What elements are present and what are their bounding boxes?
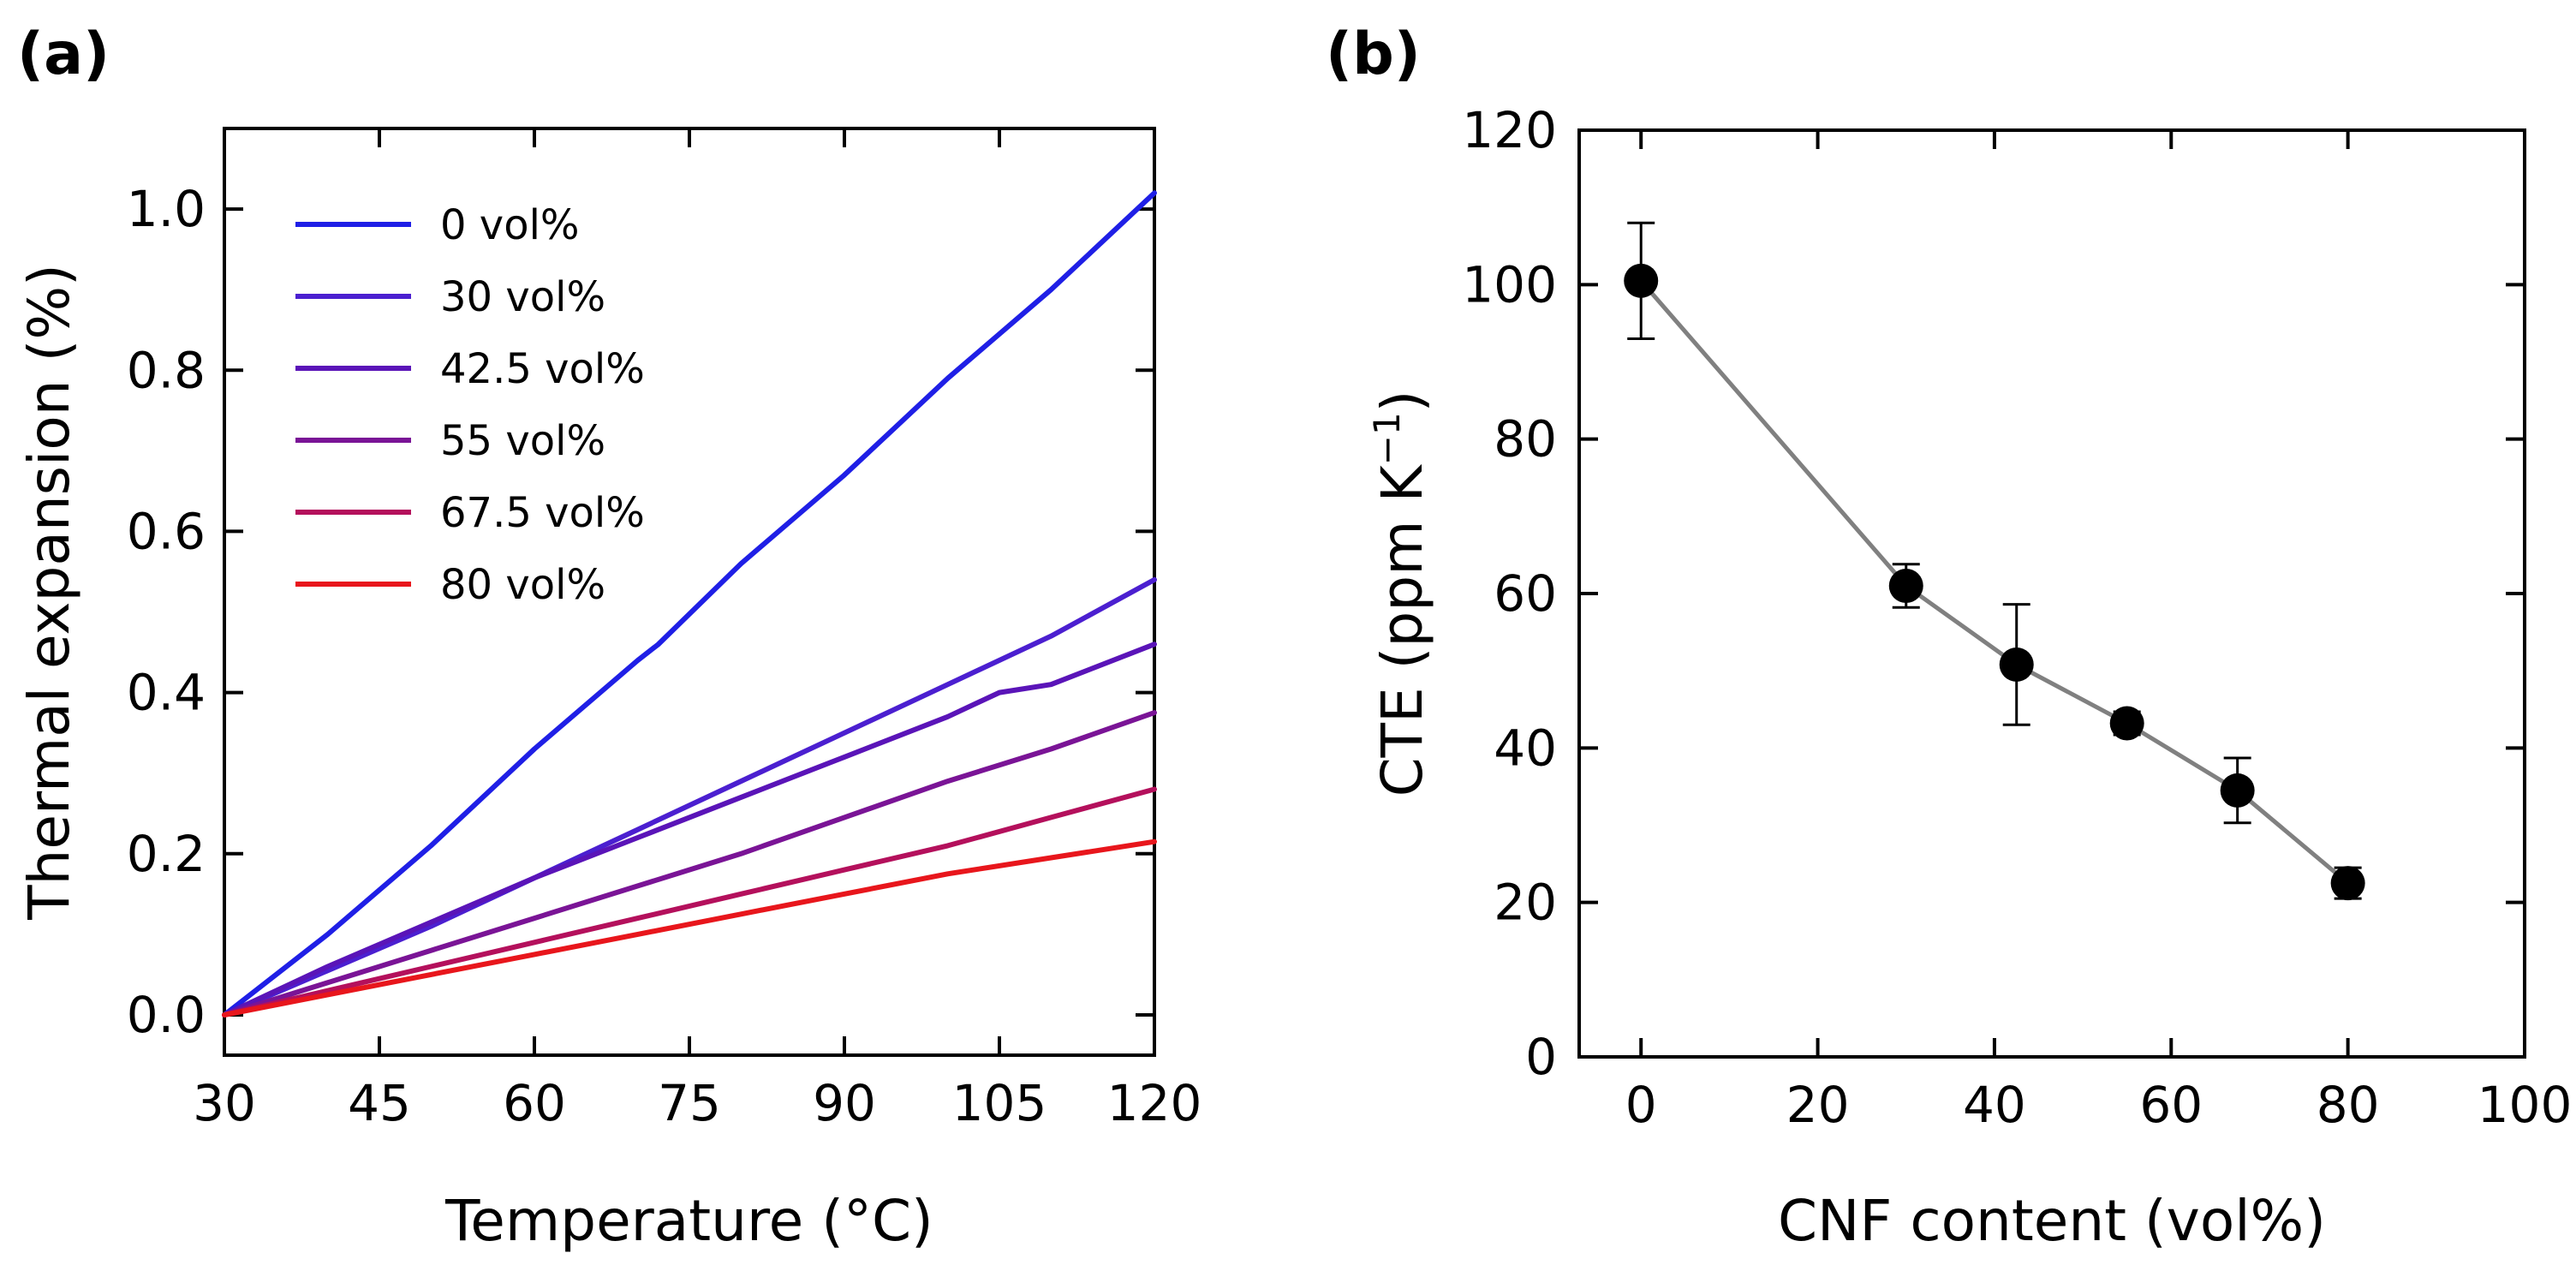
legend-label: 67.5 vol% (440, 489, 645, 537)
chart-a-xtick-label: 30 (193, 1074, 256, 1132)
legend-label: 42.5 vol% (440, 345, 645, 393)
chart-b-ytick-label: 80 (1494, 410, 1557, 468)
chart-a-series-line-0 (222, 190, 1157, 1017)
chart-a-xtick-label: 75 (658, 1074, 721, 1132)
chart-a-series-line-4 (222, 786, 1157, 1017)
chart-b: 0 20 40 60 80 100 0 20 40 60 80 100 120 CNF content … (1366, 101, 2572, 1254)
chart-a-ytick-label: 0.0 (127, 986, 206, 1044)
chart-a-series-line-3 (222, 710, 1157, 1017)
chart-a-xtick-label: 45 (348, 1074, 411, 1132)
chart-a: 30 45 60 75 90 105 120 0.0 0.2 0.4 0.6 0.8 1.0 0 vol… (16, 127, 1202, 1254)
chart-b-ylabel: CTE (ppm K−1) (1366, 391, 1435, 797)
chart-b-data-point (2330, 866, 2365, 901)
chart-a-xtick-label: 60 (503, 1074, 566, 1132)
chart-b-ytick-label: 60 (1494, 564, 1557, 623)
chart-a-series-line-1 (222, 576, 1157, 1017)
legend-label: 80 vol% (440, 561, 605, 609)
chart-b-data-point (2220, 773, 2255, 808)
chart-a-xlabel: Temperature (°C) (444, 1188, 933, 1254)
chart-b-data-point (1999, 647, 2034, 682)
chart-a-series-line-5 (222, 838, 1157, 1017)
chart-b-data-point (1888, 568, 1923, 603)
chart-a-xtick-label: 120 (1107, 1074, 1202, 1132)
chart-b-xlabel: CNF content (vol%) (1778, 1188, 2326, 1254)
chart-b-data-point (1624, 263, 1659, 298)
chart-b-ylabel-close: ) (1369, 391, 1435, 413)
chart-b-ytick-label: 20 (1494, 874, 1557, 932)
legend-label: 30 vol% (440, 273, 605, 321)
chart-b-ylabel-sup: −1 (1366, 412, 1408, 465)
chart-a-ylabel: Thermal expansion (%) (16, 264, 82, 921)
chart-b-ylabel-main: CTE (ppm K (1369, 464, 1435, 797)
chart-b-ytick-label: 40 (1494, 719, 1557, 777)
chart-b-ytick-label: 0 (1525, 1028, 1557, 1086)
chart-a-ytick-label: 0.4 (127, 664, 206, 722)
chart-b-xtick-label: 40 (1963, 1076, 2026, 1134)
chart-b-xtick-label: 100 (2478, 1076, 2573, 1134)
chart-b-data-point (2109, 706, 2144, 741)
chart-b-ytick-label: 100 (1462, 255, 1557, 313)
chart-a-series-line-2 (222, 641, 1157, 1017)
chart-a-xtick-label: 90 (813, 1074, 876, 1132)
chart-b-ytick-label: 120 (1462, 101, 1557, 159)
chart-a-ytick-label: 0.6 (127, 502, 206, 560)
chart-a-ytick-label: 1.0 (127, 180, 206, 238)
chart-a-ytick-label: 0.2 (127, 825, 206, 883)
chart-b-connector-line (1639, 279, 2350, 886)
legend-label: 0 vol% (440, 201, 580, 249)
chart-b-frame (1577, 128, 2526, 1059)
chart-a-ytick-label: 0.8 (127, 341, 206, 399)
chart-b-xtick-label: 20 (1786, 1076, 1850, 1134)
panel-label-b: (b) (1326, 21, 1421, 88)
chart-a-xtick-label: 105 (952, 1074, 1047, 1132)
panel-label-a: (a) (17, 21, 110, 88)
chart-b-xtick-label: 60 (2139, 1076, 2203, 1134)
legend-label: 55 vol% (440, 417, 605, 465)
chart-a-frame (223, 127, 1156, 1057)
chart-b-xtick-label: 0 (1625, 1076, 1657, 1134)
chart-b-xtick-label: 80 (2317, 1076, 2380, 1134)
